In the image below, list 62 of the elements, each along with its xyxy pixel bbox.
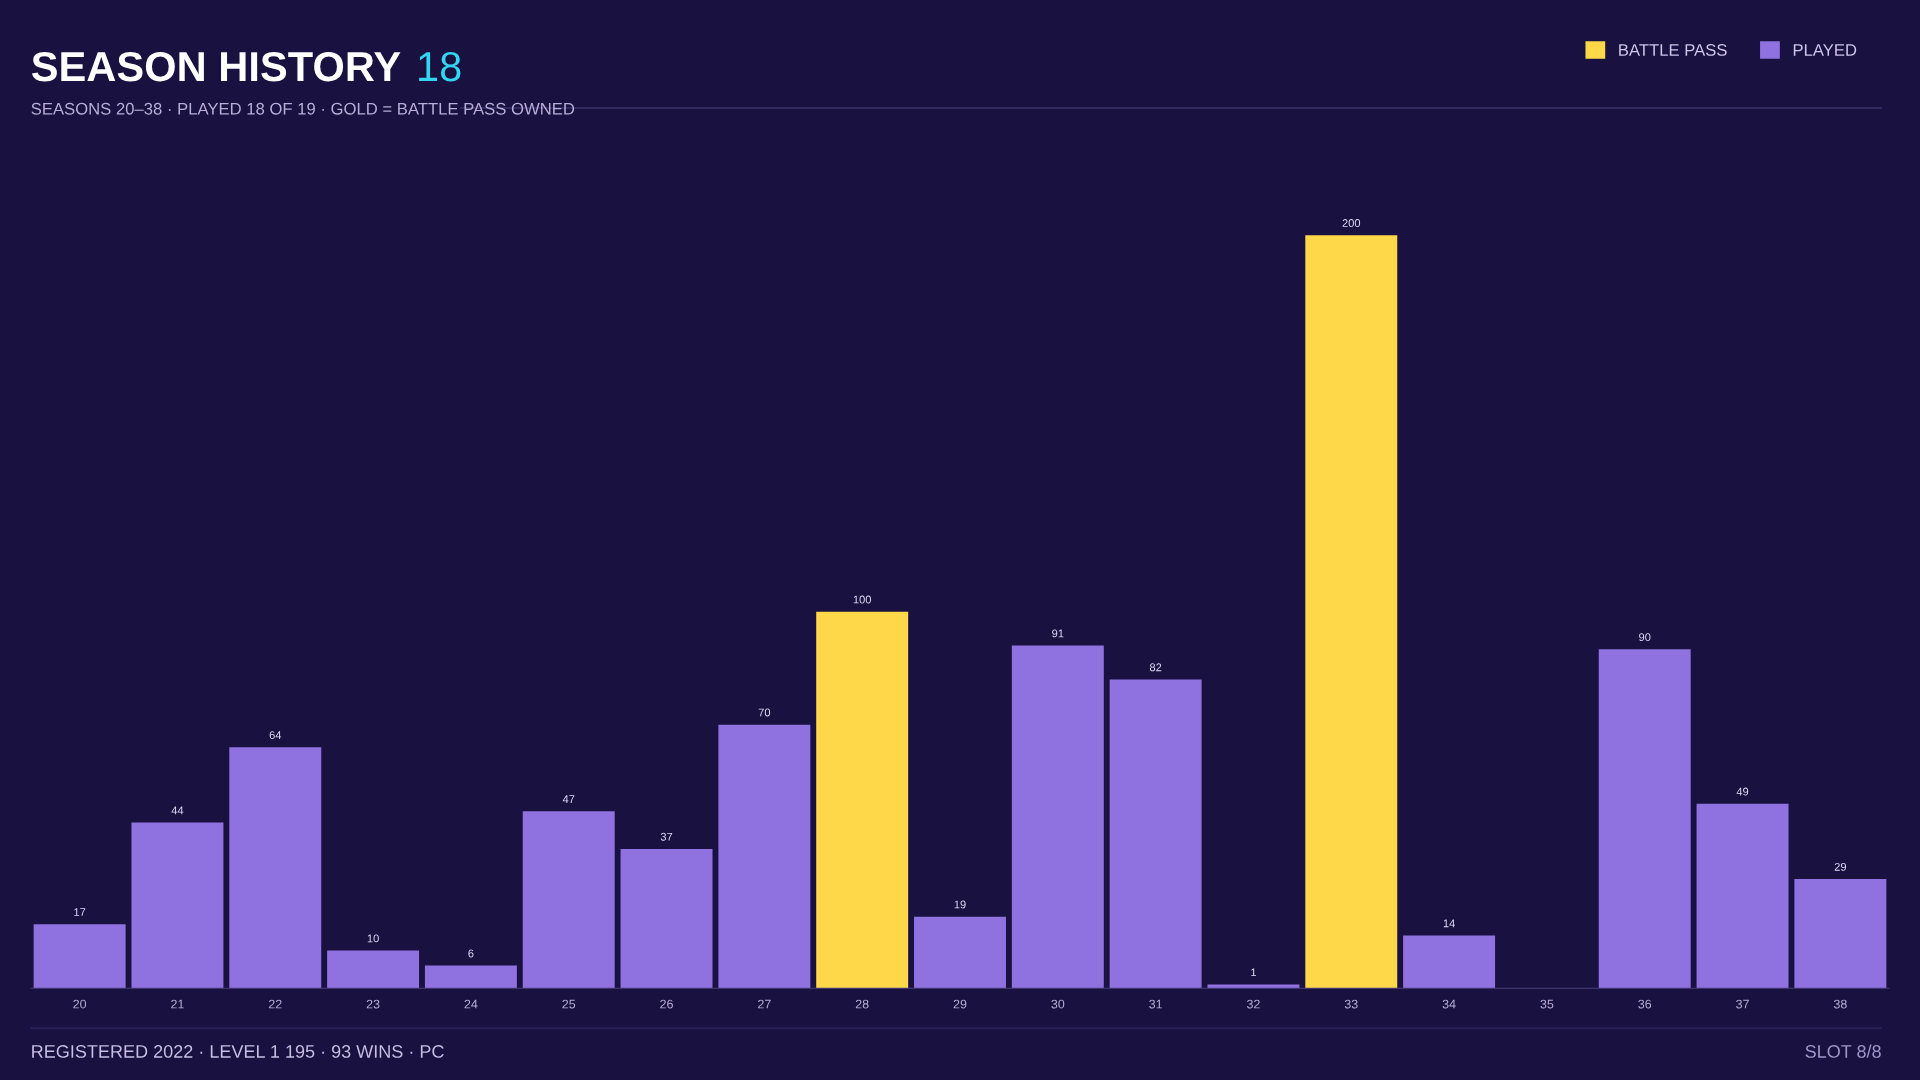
bar xyxy=(1011,645,1104,989)
data-label: 70 xyxy=(758,708,771,717)
bar xyxy=(522,811,615,989)
data-label: 29 xyxy=(1834,862,1847,871)
x-tick-label: 26 xyxy=(660,999,673,1009)
x-tick-label: 32 xyxy=(1246,999,1260,1009)
data-label: 91 xyxy=(1052,629,1064,638)
bar xyxy=(327,950,420,989)
x-tick-label: 31 xyxy=(1149,999,1162,1009)
bar xyxy=(1696,803,1789,989)
data-label: 6 xyxy=(468,949,474,958)
chart-title: SEASON HISTORY xyxy=(31,51,401,82)
x-tick-label: 24 xyxy=(464,999,478,1009)
bar xyxy=(914,916,1006,989)
x-tick-label: 38 xyxy=(1833,999,1847,1009)
x-tick-label: 35 xyxy=(1540,999,1554,1009)
data-label: 82 xyxy=(1149,663,1162,672)
bar xyxy=(1305,235,1398,989)
bar xyxy=(1598,649,1691,989)
data-label: 10 xyxy=(367,934,379,943)
x-tick-label: 22 xyxy=(268,999,282,1009)
bar xyxy=(1794,879,1887,989)
data-label: 100 xyxy=(853,595,872,604)
x-tick-label: 30 xyxy=(1051,999,1065,1009)
data-label: 44 xyxy=(171,806,184,815)
x-tick-label: 28 xyxy=(855,999,869,1009)
data-label: 17 xyxy=(74,908,86,916)
text: 18 xyxy=(419,51,461,82)
data-label: 90 xyxy=(1639,633,1651,642)
bar xyxy=(1403,935,1496,989)
data-label: 1 xyxy=(1251,968,1256,977)
bar xyxy=(718,724,811,989)
bar xyxy=(620,848,713,989)
legend-label: BATTLE PASS xyxy=(1619,44,1727,56)
bar xyxy=(131,822,224,989)
text: SLOT 8/8 xyxy=(1805,1044,1881,1058)
bar xyxy=(229,747,322,989)
x-tick-label: 37 xyxy=(1736,999,1749,1009)
x-tick-label: 21 xyxy=(171,999,184,1009)
bar xyxy=(424,965,517,989)
data-label: 14 xyxy=(1443,919,1455,928)
data-label: 200 xyxy=(1342,219,1361,227)
bar xyxy=(33,924,126,989)
x-tick-label: 29 xyxy=(953,999,967,1009)
data-label: 19 xyxy=(954,900,966,909)
data-label: 47 xyxy=(562,795,575,803)
x-tick-label: 23 xyxy=(366,999,380,1009)
bar xyxy=(1109,679,1202,989)
bar xyxy=(1207,984,1300,989)
chart-subtitle: SEASONS 20–38 · PLAYED 18 OF 19 · GOLD = BATTLE PASS OWNED xyxy=(31,102,575,115)
text: REGISTERED 2022 · LEVEL 1 195 · 93 WINS · PC xyxy=(32,1045,444,1058)
data-label: 64 xyxy=(269,731,282,740)
x-tick-label: 34 xyxy=(1442,999,1456,1009)
data-label: 37 xyxy=(660,832,673,841)
bar xyxy=(816,611,909,989)
legend-label: PLAYED xyxy=(1793,44,1857,56)
x-tick-label: 20 xyxy=(73,999,87,1009)
data-label: 49 xyxy=(1736,787,1749,796)
x-tick-label: 36 xyxy=(1638,999,1652,1009)
x-tick-label: 27 xyxy=(758,999,771,1009)
x-tick-label: 25 xyxy=(562,999,576,1009)
x-tick-label: 33 xyxy=(1344,999,1358,1009)
